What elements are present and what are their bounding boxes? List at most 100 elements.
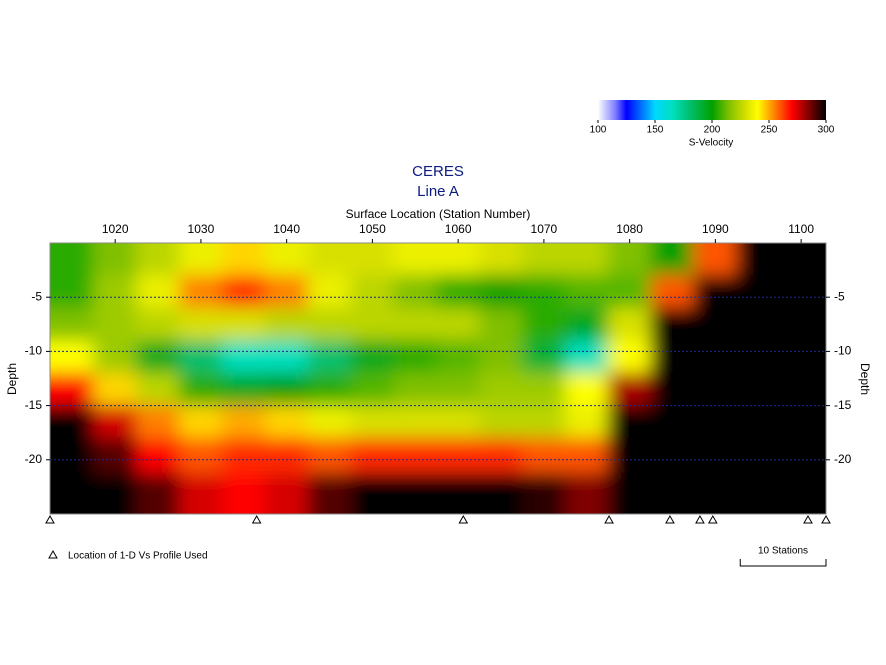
heatmap-cells — [50, 243, 826, 514]
heat-cell — [93, 472, 138, 514]
heat-cell — [307, 307, 352, 342]
heat-cell — [264, 307, 309, 342]
profile-marker — [604, 514, 614, 524]
heat-cell — [264, 437, 309, 474]
plot-frame — [49, 242, 827, 515]
scale-bar — [739, 559, 827, 567]
heat-cell — [779, 372, 826, 407]
heat-cell — [436, 243, 481, 277]
heat-cell — [350, 405, 395, 439]
heat-cell — [436, 405, 481, 439]
y-tick-label-right: -5 — [834, 289, 845, 303]
heat-cell — [307, 437, 352, 474]
chart-title: CERES — [412, 163, 464, 180]
heat-cell — [521, 372, 566, 407]
heat-cell — [564, 472, 609, 514]
heat-cell — [50, 437, 95, 474]
heat-cell — [136, 372, 180, 407]
y-tick-label-right: -20 — [834, 452, 852, 466]
heat-cell — [736, 405, 781, 439]
heat-cell — [393, 307, 438, 342]
profile-marker — [821, 514, 831, 524]
heat-cell — [221, 307, 266, 342]
overlay: -5 -5 -10 -10 -15 -15 -20 -20 1020 1030 1040 1050 10… — [25, 222, 852, 524]
heat-cell — [479, 340, 523, 374]
heat-cell — [693, 437, 738, 474]
heat-cell — [650, 472, 695, 514]
profile-marker — [251, 514, 262, 524]
heat-cell — [393, 405, 438, 439]
heat-cell — [521, 472, 566, 514]
heat-cell — [50, 472, 95, 514]
y-tick-label-right: -10 — [834, 344, 852, 358]
heat-cell — [479, 437, 523, 474]
profile-marker — [458, 514, 469, 524]
heat-cell — [479, 405, 523, 439]
heat-cell — [221, 340, 266, 374]
heat-cell — [93, 275, 138, 309]
x-tick-label: 1100 — [788, 222, 814, 236]
heat-cell — [436, 307, 481, 342]
heat-cell — [564, 437, 609, 474]
heat-cell — [436, 340, 481, 374]
x-tick-label: 1090 — [702, 222, 729, 236]
heat-cell — [521, 275, 566, 309]
heat-cell — [521, 307, 566, 342]
heat-cell — [693, 340, 738, 374]
heat-cell — [350, 340, 395, 374]
heat-cell — [521, 437, 566, 474]
heat-cell — [350, 472, 395, 514]
heat-cell — [178, 472, 223, 514]
heat-cell — [350, 243, 395, 277]
heat-cell — [264, 340, 309, 374]
heat-cell — [50, 307, 95, 342]
heat-cell — [307, 472, 352, 514]
heat-cell — [479, 275, 523, 309]
heat-cell — [136, 405, 180, 439]
heat-cell — [736, 340, 781, 374]
x-tick-label: 1030 — [188, 222, 215, 236]
heat-cell — [221, 405, 266, 439]
heat-cell — [178, 243, 223, 277]
heat-cell — [779, 243, 826, 277]
legend-text: Location of 1-D Vs Profile Used — [68, 551, 208, 562]
heat-cell — [221, 372, 266, 407]
heat-cell — [521, 243, 566, 277]
profile-marker — [695, 514, 705, 524]
heat-cell — [350, 275, 395, 309]
heat-cell — [650, 372, 695, 407]
heat-cell — [50, 405, 95, 439]
heat-cell — [307, 243, 352, 277]
heat-cell — [93, 307, 138, 342]
heat-cell — [736, 307, 781, 342]
heat-cell — [350, 307, 395, 342]
heat-cell — [50, 372, 95, 407]
colorbar-tick-label: 100 — [590, 125, 607, 136]
heat-cell — [479, 307, 523, 342]
heat-cell — [393, 437, 438, 474]
heat-cell — [607, 472, 652, 514]
heat-cell — [221, 437, 266, 474]
y-tick-label-right: -15 — [834, 398, 852, 412]
heat-cell — [779, 437, 826, 474]
y-tick-label: -10 — [25, 344, 43, 358]
heat-cell — [393, 275, 438, 309]
heat-cell — [307, 372, 352, 407]
heat-cell — [607, 340, 652, 374]
heat-cell — [693, 405, 738, 439]
y-axis-label: Depth — [5, 363, 19, 395]
x-tick-label: 1070 — [531, 222, 558, 236]
y-tick-label: -5 — [31, 289, 42, 303]
heat-cell — [650, 243, 695, 277]
heat-cell — [607, 405, 652, 439]
heat-cell — [436, 472, 481, 514]
heat-cell — [564, 405, 609, 439]
heat-cell — [479, 243, 523, 277]
heat-cell — [779, 275, 826, 309]
profile-marker — [45, 514, 55, 524]
colorbar-tick-label: 200 — [704, 125, 721, 136]
heat-cell — [264, 372, 309, 407]
heat-cell — [264, 405, 309, 439]
heat-cell — [693, 275, 738, 309]
heat-cell — [779, 472, 826, 514]
